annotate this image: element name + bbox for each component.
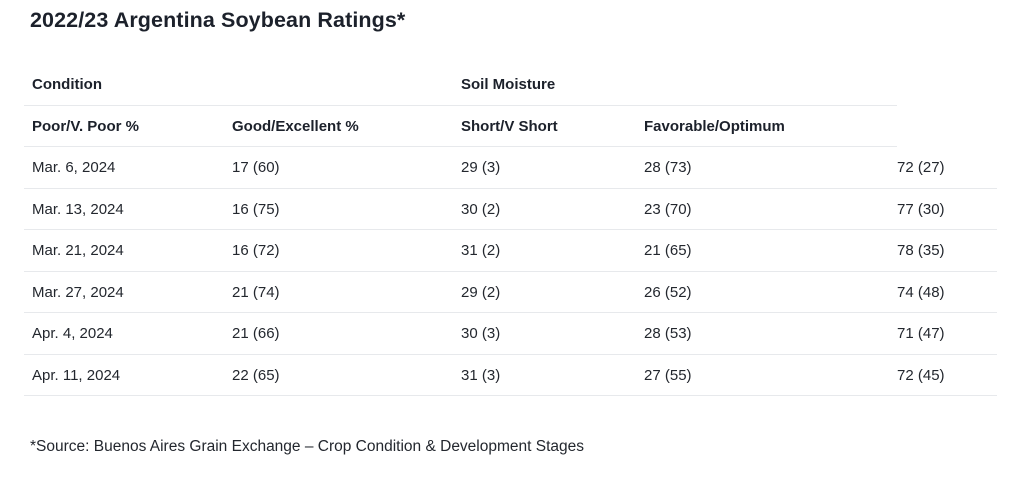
source-note: *Source: Buenos Aires Grain Exchange – C… xyxy=(30,438,585,456)
table-row: Apr. 4, 2024 21 (66) 30 (3) 28 (53) 71 (… xyxy=(24,312,998,355)
group-header-soil-moisture: Soil Moisture xyxy=(461,63,898,106)
table-header: Condition Soil Moisture Poor/V. Poor % G… xyxy=(24,63,997,148)
col-header-favorable-optimum: Favorable/Optimum xyxy=(644,105,898,148)
cell-favorable-optimum: 72 (27) xyxy=(897,146,998,189)
group-header-row: Condition Soil Moisture xyxy=(24,63,997,106)
cell-favorable-optimum: 78 (35) xyxy=(897,229,998,272)
column-header-row: Poor/V. Poor % Good/Excellent % Short/V … xyxy=(24,105,997,148)
col-header-good-excellent: Good/Excellent % xyxy=(232,105,462,148)
soybean-ratings-page: 2022/23 Argentina Soybean Ratings* Condi… xyxy=(0,7,1024,457)
cell-short-vshort: 23 (70) xyxy=(644,188,898,231)
cell-date: Apr. 11, 2024 xyxy=(24,354,232,397)
cell-good-excellent: 29 (2) xyxy=(461,271,645,314)
page-title: 2022/23 Argentina Soybean Ratings* xyxy=(30,8,406,32)
cell-poor-vpoor: 16 (72) xyxy=(232,229,462,272)
cell-good-excellent: 31 (3) xyxy=(461,354,645,397)
cell-good-excellent: 30 (3) xyxy=(461,312,645,355)
cell-short-vshort: 21 (65) xyxy=(644,229,898,272)
cell-short-vshort: 27 (55) xyxy=(644,354,898,397)
cell-date: Mar. 6, 2024 xyxy=(24,146,232,189)
col-header-short-vshort: Short/V Short xyxy=(461,105,645,148)
cell-poor-vpoor: 21 (74) xyxy=(232,271,462,314)
cell-good-excellent: 31 (2) xyxy=(461,229,645,272)
cell-date: Mar. 21, 2024 xyxy=(24,229,232,272)
cell-good-excellent: 29 (3) xyxy=(461,146,645,189)
cell-poor-vpoor: 17 (60) xyxy=(232,146,462,189)
cell-date: Mar. 13, 2024 xyxy=(24,188,232,231)
cell-short-vshort: 28 (73) xyxy=(644,146,898,189)
table-row: Mar. 13, 2024 16 (75) 30 (2) 23 (70) 77 … xyxy=(24,188,998,231)
cell-short-vshort: 28 (53) xyxy=(644,312,898,355)
table-row: Mar. 6, 2024 17 (60) 29 (3) 28 (73) 72 (… xyxy=(24,146,998,189)
cell-short-vshort: 26 (52) xyxy=(644,271,898,314)
group-header-blank xyxy=(897,64,997,106)
cell-poor-vpoor: 22 (65) xyxy=(232,354,462,397)
cell-poor-vpoor: 16 (75) xyxy=(232,188,462,231)
ratings-table: Condition Soil Moisture Poor/V. Poor % G… xyxy=(24,63,998,397)
table-row: Mar. 27, 2024 21 (74) 29 (2) 26 (52) 74 … xyxy=(24,271,998,314)
cell-good-excellent: 30 (2) xyxy=(461,188,645,231)
table-row: Mar. 21, 2024 16 (72) 31 (2) 21 (65) 78 … xyxy=(24,229,998,272)
cell-date: Apr. 4, 2024 xyxy=(24,312,232,355)
cell-date: Mar. 27, 2024 xyxy=(24,271,232,314)
table-body: Mar. 6, 2024 17 (60) 29 (3) 28 (73) 72 (… xyxy=(24,146,998,397)
cell-favorable-optimum: 77 (30) xyxy=(897,188,998,231)
col-header-blank xyxy=(897,105,997,147)
col-header-poor-vpoor: Poor/V. Poor % xyxy=(24,105,232,148)
cell-favorable-optimum: 71 (47) xyxy=(897,312,998,355)
cell-poor-vpoor: 21 (66) xyxy=(232,312,462,355)
group-header-condition: Condition xyxy=(24,63,462,106)
cell-favorable-optimum: 72 (45) xyxy=(897,354,998,397)
table-row: Apr. 11, 2024 22 (65) 31 (3) 27 (55) 72 … xyxy=(24,354,998,397)
cell-favorable-optimum: 74 (48) xyxy=(897,271,998,314)
